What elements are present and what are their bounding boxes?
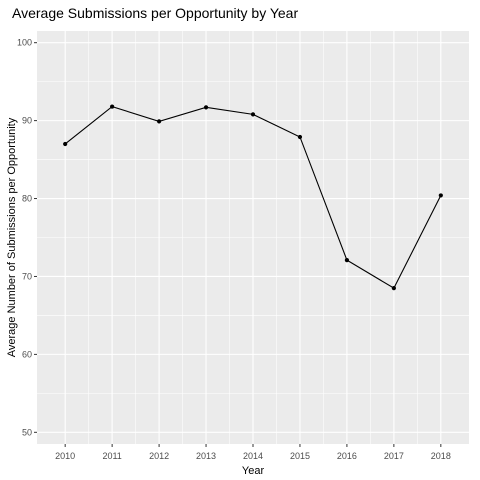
data-point-2016 bbox=[344, 257, 350, 263]
x-tick-label: 2013 bbox=[196, 451, 216, 461]
y-tick-label: 90 bbox=[22, 116, 32, 126]
data-point-2011 bbox=[110, 104, 115, 109]
data-point-2010 bbox=[63, 141, 68, 147]
data-point-2015 bbox=[297, 134, 303, 140]
y-tick-label: 60 bbox=[22, 349, 32, 359]
x-tick-label: 2018 bbox=[431, 451, 451, 461]
x-tick-label: 2012 bbox=[149, 451, 169, 461]
y-tick-label: 100 bbox=[17, 38, 32, 48]
x-tick-label: 2017 bbox=[384, 451, 404, 461]
data-point-2018 bbox=[438, 193, 443, 198]
data-point-2012 bbox=[156, 119, 162, 124]
x-tick-label: 2010 bbox=[55, 451, 75, 461]
tick-labels: 50 60 70 80 90 100 2010 2011 2012 2013 2014 2015 201… bbox=[17, 38, 451, 461]
data-point-2013 bbox=[203, 105, 209, 110]
x-tick-label: 2016 bbox=[337, 451, 357, 461]
y-axis-title: Average Number of Submissions per Opport… bbox=[6, 117, 18, 357]
grid-lines bbox=[37, 31, 469, 444]
axis-ticks bbox=[34, 42, 442, 447]
x-tick-label: 2014 bbox=[243, 451, 263, 461]
data-point-2017 bbox=[391, 286, 396, 291]
x-tick-label: 2011 bbox=[102, 451, 121, 461]
x-axis-title: Year bbox=[242, 465, 265, 477]
chart-title: Average Submissions per Opportunity by Y… bbox=[12, 5, 298, 21]
x-tick-label: 2015 bbox=[290, 451, 310, 461]
y-tick-label: 70 bbox=[22, 271, 32, 281]
data-points bbox=[63, 104, 443, 291]
y-tick-label: 50 bbox=[22, 427, 32, 437]
y-tick-label: 80 bbox=[22, 194, 32, 204]
data-point-2014 bbox=[250, 112, 256, 117]
